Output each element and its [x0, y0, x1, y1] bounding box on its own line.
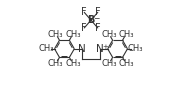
Text: F: F — [95, 7, 101, 17]
Text: CH₃: CH₃ — [101, 59, 116, 68]
Text: N: N — [96, 44, 104, 54]
Text: CH₃: CH₃ — [119, 59, 134, 68]
Text: B: B — [87, 15, 95, 25]
Text: CH₃: CH₃ — [119, 30, 134, 39]
Text: CH₃: CH₃ — [48, 59, 63, 68]
Text: CH₃: CH₃ — [66, 30, 81, 39]
Text: CH₃: CH₃ — [39, 44, 54, 53]
Text: CH₃: CH₃ — [101, 30, 116, 39]
Text: F: F — [95, 23, 101, 33]
Text: F: F — [81, 23, 87, 33]
Text: CH₃: CH₃ — [66, 59, 81, 68]
Text: F: F — [81, 7, 87, 17]
Text: N: N — [78, 44, 86, 54]
Text: −: − — [94, 15, 100, 24]
Text: +: + — [102, 44, 108, 50]
Text: CH₃: CH₃ — [48, 30, 63, 39]
Text: CH₃: CH₃ — [128, 44, 143, 53]
